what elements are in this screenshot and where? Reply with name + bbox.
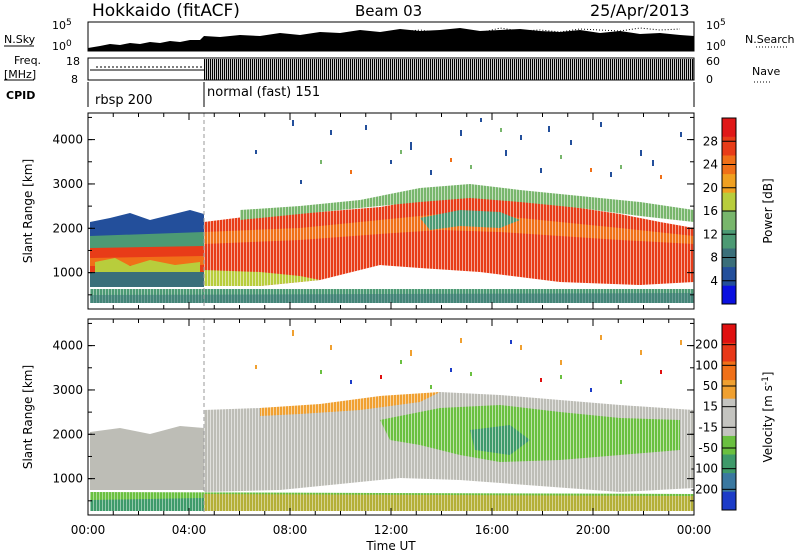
power-colorbar-segment (722, 136, 736, 156)
velocity-ytick-label: 3000 (52, 383, 83, 397)
velocity-ytick-label: 2000 (52, 427, 83, 441)
x-tick-label: 16:00 (475, 523, 510, 537)
power-colorbar: 4 8 12 16 20 24 28 (703, 117, 737, 305)
x-tick-label: 20:00 (576, 523, 611, 537)
nave-tick-top: 60 (706, 55, 720, 68)
velocity-colorbar-segment (722, 454, 736, 474)
power-scatter (90, 113, 694, 309)
velocity-scatter (90, 319, 694, 515)
freq-tick-top: 18 (66, 55, 80, 68)
power-colorbar-tick-label: 28 (703, 134, 718, 148)
velocity-colorbar-segment (722, 361, 736, 381)
power-colorbar-tick-label: 4 (710, 274, 718, 288)
velocity-colorbar-segment (722, 379, 736, 399)
power-ytick-label: 2000 (52, 221, 83, 235)
power-panel: 1000 2000 3000 4000 4 8 12 16 20 24 28 Slant Rang… (21, 112, 775, 310)
velocity-colorbar-label: Velocity [m s-1] (761, 372, 775, 463)
velocity-colorbar-tick-label: -15 (698, 420, 718, 434)
x-tick-label: 08:00 (273, 523, 308, 537)
power-colorbar-segment (722, 229, 736, 249)
noise-left-tick-top: 105 (52, 18, 72, 32)
power-colorbar-tick-label: 24 (703, 158, 718, 172)
freq-tick-bottom: 8 (71, 73, 78, 86)
noise-search-trace (399, 27, 681, 34)
beam-title: Beam 03 (355, 2, 422, 20)
date-title: 25/Apr/2013 (590, 1, 690, 20)
power-ytick-label: 4000 (52, 133, 83, 147)
x-axis-label: Time UT (365, 539, 416, 553)
velocity-colorbar: 200 100 50 15 -15 -50 -100 -200 (691, 323, 737, 511)
noise-left-tick-bottom: 100 (52, 39, 72, 53)
velocity-ylabel: Slant Range [km] (21, 365, 35, 469)
power-colorbar-tick-label: 16 (703, 204, 718, 218)
cpid-panel: CPID rbsp 200 normal (fast) 151 (6, 82, 695, 108)
power-region-green (90, 232, 204, 250)
noise-panel: N.Sky 105 100 105 100 N.Search (4, 18, 795, 53)
power-colorbar-segment (722, 285, 736, 305)
cpid-label: CPID (6, 89, 35, 102)
velocity-colorbar-frame (721, 323, 737, 511)
freq-label-line1: Freq. (14, 54, 41, 67)
nsearch-label: N.Search (745, 33, 795, 46)
velocity-axes: 1000 2000 3000 4000 (52, 319, 695, 515)
x-tick-label: 04:00 (172, 523, 207, 537)
x-tick-label: 00:00 (677, 523, 712, 537)
power-colorbar-label: Power [dB] (761, 178, 775, 243)
nave-bars (204, 59, 694, 80)
velocity-colorbar-tick-label: -50 (698, 441, 718, 455)
noise-right-tick-top: 105 (706, 18, 726, 32)
velocity-colorbar-segment (722, 324, 736, 343)
nave-label: Nave (752, 65, 780, 78)
velocity-ytick-label: 4000 (52, 339, 83, 353)
velocity-colorbar-tick-label: 50 (703, 379, 718, 393)
power-colorbar-segment (722, 211, 736, 230)
velocity-colorbar-tick-label: -100 (691, 462, 718, 476)
power-region-blue-high (90, 210, 204, 236)
power-ytick-label: 3000 (52, 177, 83, 191)
velocity-panel: 1000 2000 3000 4000 200 100 50 15 -15 -50 -100 -20… (21, 318, 775, 516)
site-title: Hokkaido (fitACF) (92, 1, 240, 21)
power-colorbar-tick-label: 20 (703, 181, 718, 195)
power-ytick-label: 1000 (52, 266, 83, 280)
velocity-colorbar-segment (722, 398, 736, 418)
nave-tick-bottom: 0 (706, 73, 713, 86)
cpid-mode-normal: normal (fast) 151 (207, 85, 320, 100)
velocity-colorbar-segment (722, 491, 736, 511)
power-region-low (90, 272, 204, 287)
cpid-mode-rbsp: rbsp 200 (95, 93, 153, 108)
velocity-colorbar-segment (722, 417, 736, 436)
noise-sky-trace (88, 28, 694, 51)
power-colorbar-segment (722, 118, 736, 137)
velocity-ytick-label: 1000 (52, 472, 83, 486)
power-colorbar-tick-label: 12 (703, 227, 718, 241)
velocity-colorbar-tick-label: -200 (691, 482, 718, 496)
power-colorbar-segment (722, 266, 736, 286)
power-region-yellow (95, 258, 200, 276)
noise-right-tick-bottom: 100 (706, 39, 726, 53)
x-tick-label: 00:00 (71, 523, 106, 537)
x-axis: 00:00 04:00 08:00 12:00 16:00 20:00 00:00 (71, 523, 712, 537)
power-ylabel: Slant Range [km] (21, 159, 35, 263)
frequency-panel: Freq. [MHz] 18 8 60 0 Nave (4, 54, 780, 86)
velocity-colorbar-tick-label: 100 (695, 358, 718, 372)
velocity-colorbar-segment (722, 435, 736, 455)
velocity-colorbar-tick-label: 15 (703, 400, 718, 414)
freq-label-line2: [MHz] (4, 68, 36, 81)
x-tick-label: 12:00 (374, 523, 409, 537)
power-colorbar-segment (722, 192, 736, 212)
power-colorbar-tick-label: 8 (710, 251, 718, 265)
velocity-colorbar-tick-label: 200 (695, 338, 718, 352)
nsky-label: N.Sky (4, 33, 36, 46)
velocity-colorbar-segment (722, 472, 736, 492)
velocity-colorbar-segment (722, 342, 736, 362)
power-colorbar-segment (722, 173, 736, 193)
power-axes: 1000 2000 3000 4000 (52, 113, 695, 309)
